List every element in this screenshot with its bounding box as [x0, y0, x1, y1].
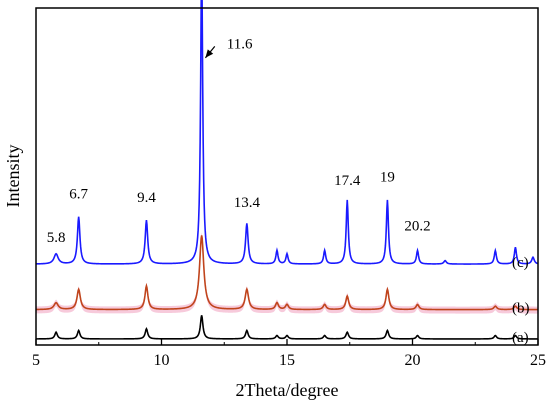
x-tick-label: 20 [405, 352, 421, 369]
series-b-line [35, 235, 538, 311]
peak-label: 9.4 [137, 190, 156, 206]
peak-label: 5.8 [47, 230, 66, 246]
x-tick-label: 25 [530, 352, 546, 369]
peak-label: 13.4 [234, 195, 261, 211]
series-c-line [35, 0, 539, 265]
peak-arrow: 11.6 [204, 36, 253, 59]
curve-label: (c) [512, 255, 529, 271]
curve-labels: (c) (b) (a) [512, 255, 530, 346]
curve-label: (a) [512, 330, 529, 346]
peak-label: 6.7 [69, 186, 88, 202]
plot-area [35, 0, 539, 340]
x-axis-label: 2Theta/degree [236, 380, 339, 400]
x-tick-label: 10 [154, 352, 170, 369]
plot-frame [35, 7, 539, 346]
series-b-fill [36, 232, 538, 314]
curve-label: (b) [512, 301, 530, 317]
peak-labels: 5.8 6.7 9.4 13.4 17.4 19 20.2 [47, 170, 431, 247]
peak-label: 20.2 [404, 218, 430, 234]
arrow-head [205, 49, 214, 58]
peak-label: 17.4 [334, 173, 361, 189]
y-axis-label: Intensity [3, 145, 23, 208]
x-tick-label: 15 [279, 352, 295, 369]
series-a-line [36, 315, 538, 340]
x-axis-ticks: 5 10 15 20 25 [32, 339, 546, 369]
peak-label: 19 [380, 170, 395, 186]
x-tick-label: 5 [32, 352, 40, 369]
arrow-label: 11.6 [227, 36, 253, 52]
